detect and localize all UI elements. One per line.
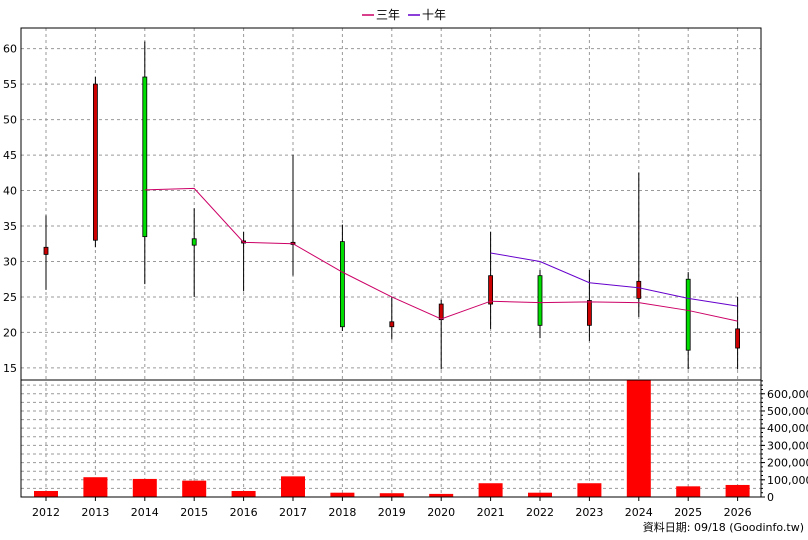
candle-body <box>587 300 592 326</box>
volume-bar <box>577 483 602 497</box>
volume-tick-label: 500,000 <box>767 405 808 418</box>
year-tick-label: 2013 <box>81 506 109 519</box>
year-tick-label: 2020 <box>427 506 455 519</box>
volume-bar <box>231 490 256 497</box>
price-tick-label: 20 <box>3 326 17 339</box>
candle-body <box>93 83 98 241</box>
price-tick-label: 30 <box>3 255 17 268</box>
volume-tick-label: 0 <box>767 491 774 504</box>
volume-tick-label: 100,000 <box>767 474 808 487</box>
legend: 三年 十年 <box>362 8 446 22</box>
year-tick-label: 2012 <box>32 506 60 519</box>
volume-bar <box>132 478 157 497</box>
candle-body <box>488 275 494 305</box>
price-tick-label: 40 <box>3 185 17 198</box>
price-tick-label: 15 <box>3 362 17 375</box>
candle-body <box>389 321 395 328</box>
volume-bar <box>330 492 355 497</box>
legend-label: 三年 <box>376 8 400 22</box>
volume-bar <box>626 380 651 497</box>
candle-body <box>636 280 642 299</box>
volume-bar <box>379 493 404 497</box>
volume-bar <box>182 480 207 497</box>
moving-average-lines <box>144 187 738 322</box>
volume-tick-label: 600,000 <box>767 388 808 401</box>
year-tick-label: 2026 <box>724 506 752 519</box>
volume-bar <box>83 477 108 497</box>
year-tick-label: 2014 <box>131 506 159 519</box>
candle-body <box>43 246 49 255</box>
year-tick-label: 2016 <box>230 506 258 519</box>
data-date-footer: 資料日期: 09/18 (Goodinfo.tw) <box>643 520 804 534</box>
candles <box>43 41 740 370</box>
volume-tick-label: 200,000 <box>767 457 808 470</box>
volume-bar <box>281 476 305 497</box>
year-tick-label: 2019 <box>378 506 406 519</box>
plot-frame <box>20 27 762 498</box>
price-tick-label: 55 <box>3 78 17 91</box>
axes: 152025303540455055600100,000200,000300,0… <box>3 43 808 519</box>
volume-bar <box>34 490 58 497</box>
candle-body <box>191 238 197 246</box>
volume-bar <box>676 486 701 497</box>
legend-label: 十年 <box>422 8 446 22</box>
volume-bar <box>725 484 750 497</box>
volume-tick-label: 400,000 <box>767 422 808 435</box>
candle-body <box>685 278 691 351</box>
year-tick-label: 2017 <box>279 506 307 519</box>
year-tick-label: 2022 <box>526 506 554 519</box>
series-line-three-year <box>144 187 738 322</box>
price-tick-label: 60 <box>3 43 17 56</box>
price-tick-label: 50 <box>3 114 17 127</box>
candle-body <box>339 241 345 328</box>
year-tick-label: 2021 <box>477 506 505 519</box>
year-tick-label: 2024 <box>625 506 653 519</box>
year-tick-label: 2015 <box>180 506 208 519</box>
series-line-ten-year <box>490 252 738 307</box>
candle-body <box>438 303 444 321</box>
volume-bar <box>429 493 454 497</box>
volume-tick-label: 300,000 <box>767 439 808 452</box>
volume-bar <box>528 492 552 497</box>
volume-bar <box>478 483 503 497</box>
volume-bars <box>34 380 750 497</box>
year-tick-label: 2025 <box>674 506 702 519</box>
candle-body <box>735 328 740 349</box>
price-tick-label: 45 <box>3 149 17 162</box>
price-tick-label: 35 <box>3 220 17 233</box>
candle-body <box>142 76 148 238</box>
year-tick-label: 2018 <box>328 506 356 519</box>
year-tick-label: 2023 <box>575 506 603 519</box>
price-tick-label: 25 <box>3 291 17 304</box>
candle-body <box>537 275 543 326</box>
